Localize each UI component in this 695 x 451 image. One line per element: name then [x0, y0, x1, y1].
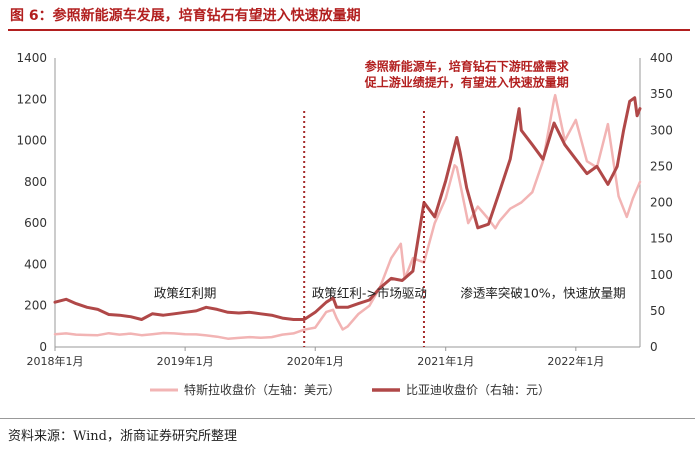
y-right-tick-label: 0 — [650, 340, 658, 354]
legend-label: 特斯拉收盘价（左轴：美元） — [184, 382, 340, 397]
title-rule — [8, 29, 690, 31]
x-tick-label: 2020年1月 — [287, 354, 344, 368]
y-left-tick-label: 800 — [24, 175, 47, 189]
y-right-tick-label: 100 — [650, 268, 673, 282]
footer-rule — [0, 418, 695, 419]
y-right-tick-label: 400 — [650, 51, 673, 65]
y-left-tick-label: 1400 — [16, 51, 47, 65]
x-tick-label: 2019年1月 — [157, 354, 214, 368]
phase-label: 渗透率突破10%，快速放量期 — [460, 285, 625, 300]
y-right-tick-label: 50 — [650, 304, 665, 318]
y-right-tick-label: 250 — [650, 159, 673, 173]
phase-label: 政策红利->市场驱动 — [312, 285, 427, 300]
figure-header: 图 6：参照新能源车发展，培育钻石有望进入快速放量期 — [0, 0, 695, 31]
y-left-tick-label: 1000 — [16, 134, 47, 148]
y-right-tick-label: 350 — [650, 87, 673, 101]
y-right-tick-label: 150 — [650, 232, 673, 246]
byd-price-line — [53, 96, 642, 321]
annotation-line: 参照新能源车，培育钻石下游旺盛需求 — [365, 58, 570, 73]
legend-label: 比亚迪收盘价（右轴：元） — [406, 382, 550, 397]
phase-label: 政策红利期 — [154, 285, 217, 300]
annotation-line: 促上游业绩提升，有望进入快速放量期 — [364, 74, 569, 89]
x-tick-label: 2021年1月 — [417, 354, 474, 368]
x-tick-label: 2022年1月 — [547, 354, 604, 368]
y-right-tick-label: 300 — [650, 123, 673, 137]
y-left-tick-label: 200 — [24, 299, 47, 313]
x-tick-label: 2018年1月 — [27, 354, 84, 368]
price-line-chart: 0 200 400 600 800 1000 1200 1400 0 50 100 150 200 250… — [16, 51, 673, 397]
y-left-tick-label: 0 — [39, 340, 47, 354]
y-right-tick-label: 200 — [650, 196, 673, 210]
tesla-price-line — [53, 93, 642, 340]
source-note: 资料来源：Wind，浙商证券研究所整理 — [8, 429, 237, 444]
y-left-tick-label: 1200 — [16, 92, 47, 106]
figure-title: 图 6：参照新能源车发展，培育钻石有望进入快速放量期 — [10, 8, 361, 24]
y-left-tick-label: 600 — [24, 216, 47, 230]
y-left-tick-label: 400 — [24, 257, 47, 271]
